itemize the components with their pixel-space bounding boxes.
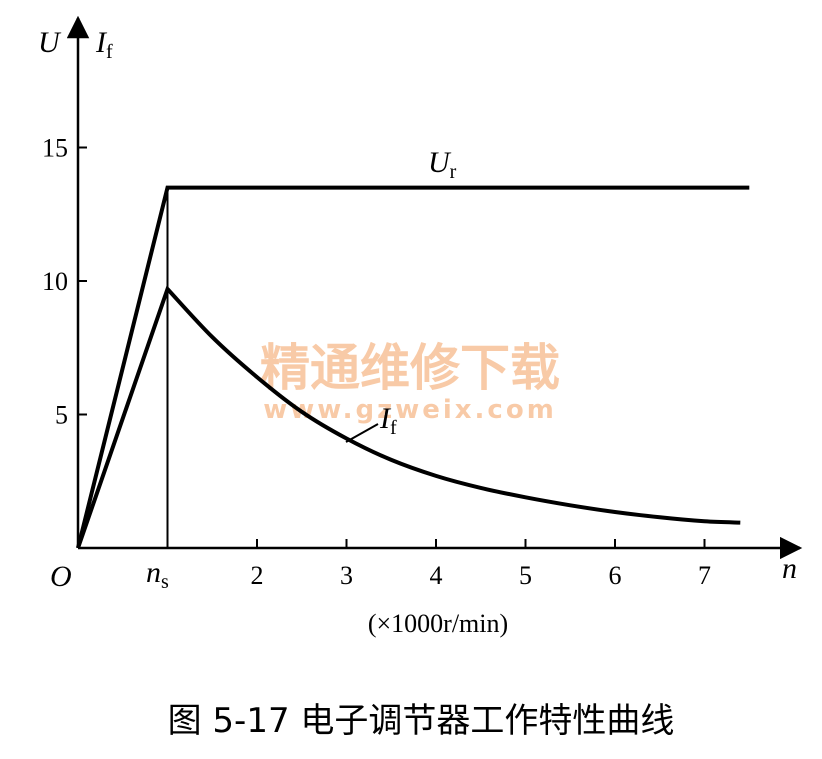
series-line-ur	[76, 185, 750, 549]
x-axis-unit: (×1000r/min)	[368, 609, 508, 638]
y-tick-label-15: 15	[42, 134, 68, 163]
series-label-ur: Ur	[428, 146, 457, 183]
watermark-url: www.gzweix.com	[263, 395, 557, 425]
series-label-if-leader	[345, 423, 379, 443]
series-label-if: If	[379, 402, 397, 439]
ns-tick-label: ns	[146, 556, 169, 593]
x-tick-label-3: 3	[340, 561, 353, 590]
x-tick-label-4: 4	[430, 561, 443, 590]
y-axis-label-if: If	[95, 26, 113, 63]
series-line-if	[76, 285, 741, 549]
figure-caption: 图 5-17 电子调节器工作特性曲线	[168, 701, 675, 741]
y-axis-label-u: U	[38, 26, 62, 59]
y-tick-label-5: 5	[55, 401, 68, 430]
x-tick-label-5: 5	[519, 561, 532, 590]
watermark-cn: 精通维修下载	[260, 339, 560, 397]
origin-label: O	[50, 560, 72, 593]
y-tick-label-10: 10	[42, 267, 68, 296]
axis-tick-labels: 2 3 4 5 6 7 5 10 15	[42, 134, 711, 591]
x-tick-label-7: 7	[698, 561, 711, 590]
x-tick-label-2: 2	[251, 561, 264, 590]
x-tick-label-6: 6	[609, 561, 622, 590]
x-axis-label: n	[782, 552, 797, 585]
